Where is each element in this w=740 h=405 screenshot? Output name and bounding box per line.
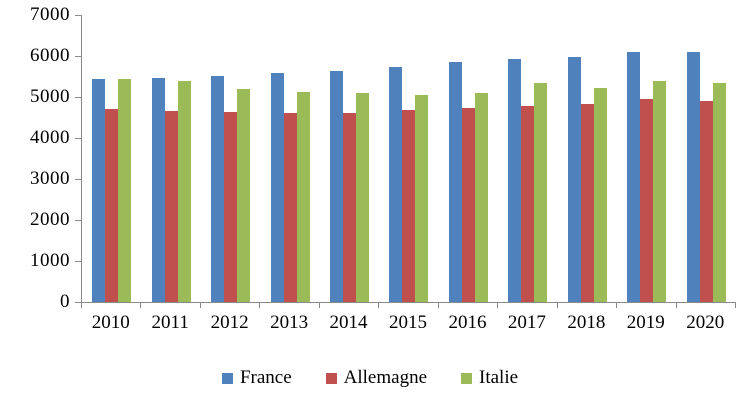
bar-italie-2015 [415,94,429,302]
bar-allemagne-2010 [105,109,119,302]
bar-italie-2010 [118,78,132,302]
bar-france-2014 [330,71,344,302]
x-axis-tick-label: 2017 [507,312,546,333]
x-axis-tick-label: 2020 [686,312,725,333]
y-axis-tick-mark [75,179,81,180]
bar-france-2018 [567,56,581,302]
bar-group-2014 [320,15,379,302]
y-axis-tick-label: 3000 [30,168,70,189]
bar-group-2017 [498,15,557,302]
y-axis-tick-label: 5000 [30,86,70,107]
y-axis-tick-mark [75,138,81,139]
legend-swatch-icon [461,372,473,384]
bar-france-2010 [92,78,106,302]
bar-allemagne-2011 [164,111,178,302]
x-axis-tick-mark [140,303,142,308]
x-axis-tick-label: 2012 [210,312,249,333]
x-axis-tick-label: 2018 [567,312,606,333]
y-axis-tick-label: 6000 [30,45,70,66]
bar-italie-2012 [237,88,251,302]
bar-italie-2020 [712,83,726,302]
bar-italie-2011 [177,81,191,302]
bar-allemagne-2013 [283,113,297,302]
legend-swatch-icon [325,372,337,384]
y-axis-tick-mark [75,15,81,16]
legend-swatch-icon [221,372,233,384]
y-axis-tick-label: 2000 [30,209,70,230]
bar-allemagne-2020 [699,100,713,302]
bar-italie-2013 [296,91,310,302]
bar-italie-2017 [534,83,548,302]
y-axis-tick-mark [75,302,81,303]
bar-groups [82,15,736,302]
bar-group-2013 [260,15,319,302]
x-axis-tick-mark [199,303,201,308]
bar-group-2015 [379,15,438,302]
bar-france-2011 [151,78,165,302]
bar-allemagne-2016 [461,107,475,302]
legend-item-france: France [221,367,292,388]
bar-france-2020 [686,51,700,302]
legend-label: Italie [479,367,519,388]
bar-france-2015 [389,67,403,302]
legend-item-italie: Italie [461,368,518,388]
x-axis-tick-label: 2015 [388,312,427,333]
bar-italie-2014 [356,93,370,302]
x-axis-tick-mark [378,303,380,308]
x-axis-tick-label: 2011 [151,312,189,333]
y-axis-tick-label: 4000 [30,127,70,148]
x-axis-tick-mark [259,303,261,308]
bar-allemagne-2015 [402,109,416,302]
x-axis-tick-label: 2016 [448,312,487,333]
x-axis-tick-mark [556,303,558,308]
bar-france-2013 [270,72,284,302]
x-axis-tick-mark [81,303,82,308]
y-axis-tick-mark [75,220,81,221]
bar-group-2020 [677,15,736,302]
x-axis-tick-label: 2010 [91,312,130,333]
x-axis-tick-mark [497,303,499,308]
bar-italie-2016 [474,92,488,302]
plot-area [81,15,736,303]
y-axis-labels: 0 1000 2000 3000 4000 5000 6000 7000 [0,0,70,330]
legend-label: Allemagne [343,367,428,388]
x-axis-tick-label: 2019 [626,312,665,333]
bar-group-2018 [558,15,617,302]
y-axis-tick-mark [75,56,81,57]
legend-label: France [239,367,292,388]
y-axis-tick-mark [75,97,81,98]
y-axis-tick-mark [75,261,81,262]
bar-allemagne-2012 [224,112,238,302]
bar-france-2016 [448,62,462,302]
x-axis-tick-label: 2013 [270,312,309,333]
bar-france-2017 [508,59,522,302]
bar-italie-2019 [653,80,667,302]
bar-group-2010 [82,15,141,302]
bar-group-2019 [617,15,676,302]
x-axis-tick-mark [437,303,439,308]
bar-france-2012 [211,75,225,302]
x-axis-tick-mark [318,303,320,308]
bar-allemagne-2019 [640,99,654,302]
legend-item-allemagne: Allemagne [325,367,428,388]
x-axis-tick-mark [616,303,618,308]
x-axis-tick-mark [675,303,677,308]
bar-allemagne-2018 [580,103,594,302]
x-axis-tick-label: 2014 [329,312,368,333]
bar-allemagne-2014 [343,113,357,302]
y-axis-tick-label: 1000 [30,250,70,271]
bar-group-2012 [201,15,260,302]
bar-allemagne-2017 [521,105,535,302]
bar-group-2011 [141,15,200,302]
x-axis-labels: 2010 2011 2012 2013 2014 2015 2016 2017 2018 2019… [81,312,735,334]
x-axis-tick-mark [735,303,736,308]
legend: France Allemagne Italie [0,368,740,388]
y-axis-tick-label: 0 [60,291,70,312]
y-axis-tick-label: 7000 [30,4,70,25]
bar-group-2016 [439,15,498,302]
bar-italie-2018 [593,88,607,302]
bar-france-2019 [627,51,641,302]
